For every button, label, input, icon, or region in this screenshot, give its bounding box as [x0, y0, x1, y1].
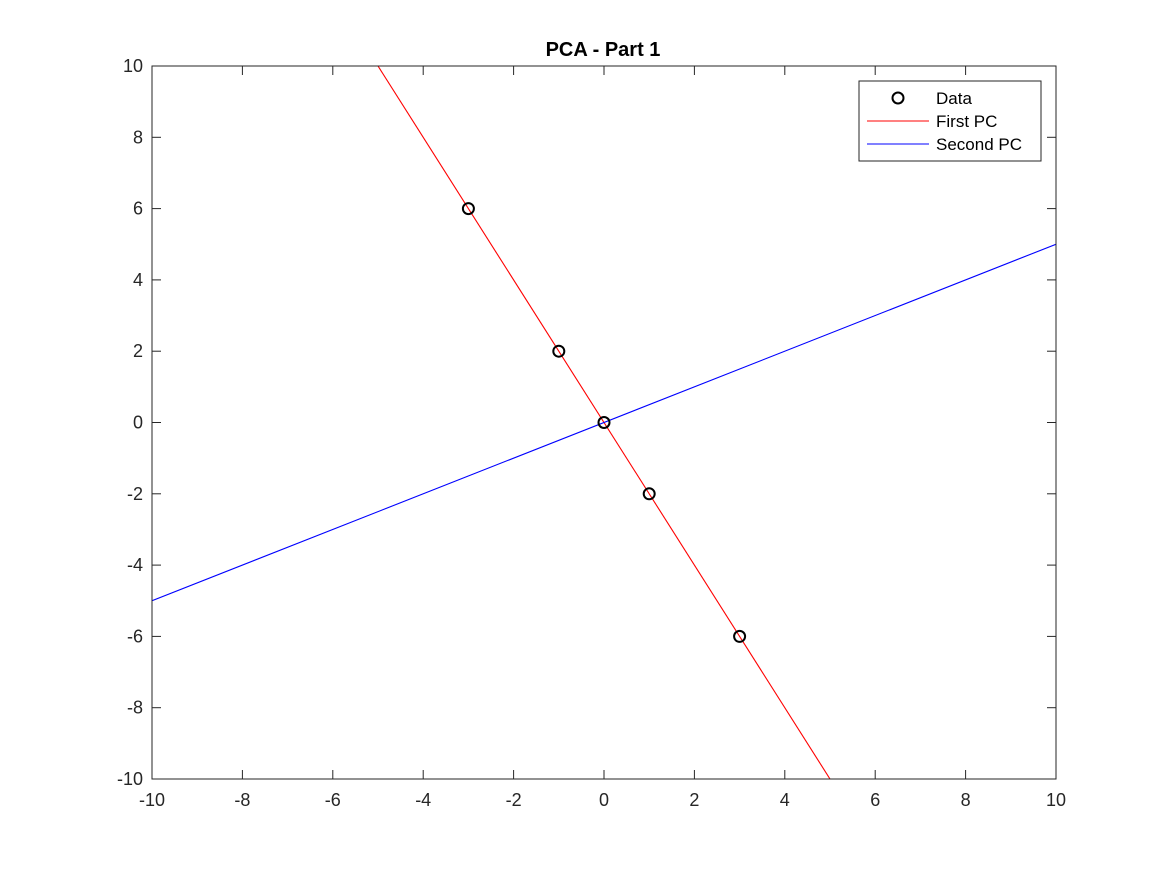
series-line-second-pc [152, 243, 1056, 602]
data-point-3 [597, 416, 611, 429]
legend-marker-data [891, 91, 905, 105]
y-tick-label: -8 [127, 698, 143, 718]
y-tick-label: 10 [123, 56, 143, 76]
legend-label-first-pc: First PC [936, 112, 997, 131]
legend-label-second-pc: Second PC [936, 135, 1022, 154]
y-tick-label: -2 [127, 484, 143, 504]
x-tick-label: -10 [139, 790, 165, 810]
chart-title: PCA - Part 1 [546, 39, 661, 61]
y-tick-label: 6 [133, 199, 143, 219]
data-point-2 [552, 344, 566, 358]
y-tick-label: -6 [127, 626, 143, 646]
x-tick-label: 4 [780, 790, 790, 810]
data-point-1 [461, 202, 475, 216]
legend: Data First PC Second PC [858, 80, 1042, 162]
y-tick-label: -4 [127, 555, 143, 575]
x-tick-label: -6 [325, 790, 341, 810]
y-tick-label: -10 [117, 769, 143, 789]
x-tick-label: -4 [415, 790, 431, 810]
axes: -10 -8 -6 -4 -2 0 2 4 6 8 10 -10 -8 -6 -4 -2 0 2 4 6 8 10 [117, 56, 1066, 810]
plot-area [152, 66, 1056, 779]
y-tick-label: 4 [133, 270, 143, 290]
data-point-4 [642, 487, 656, 501]
data-point-5 [733, 629, 747, 643]
x-tick-label: 10 [1046, 790, 1066, 810]
x-tick-label: -2 [506, 790, 522, 810]
x-tick-label: -8 [234, 790, 250, 810]
y-tick-label: 8 [133, 127, 143, 147]
y-tick-label: 2 [133, 341, 143, 361]
x-tick-label: 6 [870, 790, 880, 810]
x-tick-label: 0 [599, 790, 609, 810]
x-tick-label: 2 [689, 790, 699, 810]
legend-label-data: Data [936, 89, 972, 108]
x-tick-label: 8 [961, 790, 971, 810]
y-tick-label: 0 [133, 413, 143, 433]
